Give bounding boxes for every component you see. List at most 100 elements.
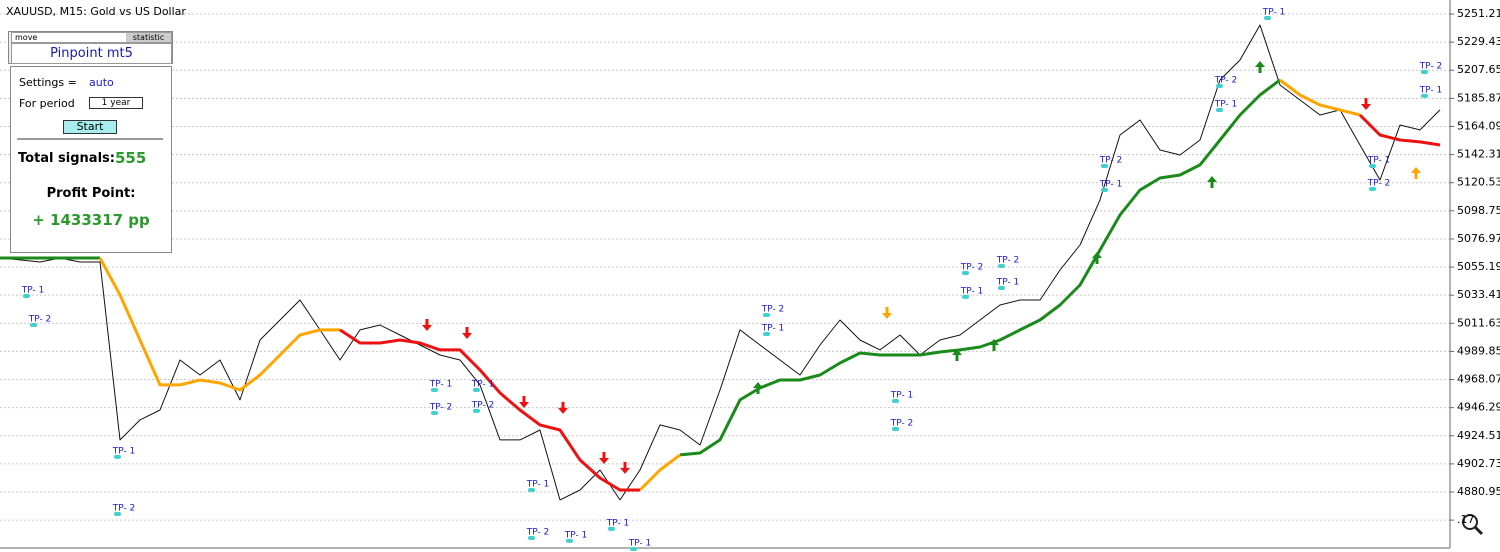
take-profit-marker bbox=[998, 263, 1005, 268]
statistic-button[interactable]: statistic bbox=[126, 33, 171, 42]
moving-average bbox=[98, 78, 1361, 492]
y-tick-label: 5055.19 bbox=[1457, 260, 1500, 273]
take-profit-label: TP- 1 bbox=[21, 286, 45, 296]
signal-arrow bbox=[1092, 252, 1102, 265]
take-profit-label: TP- 2 bbox=[429, 402, 453, 412]
take-profit-marker bbox=[1369, 187, 1376, 192]
take-profit-marker bbox=[998, 286, 1005, 291]
take-profit-marker bbox=[1421, 70, 1428, 75]
y-tick-label: 5142.31 bbox=[1457, 148, 1500, 161]
take-profit-marker bbox=[473, 388, 480, 393]
take-profit-label: TP- 1 bbox=[564, 530, 588, 540]
take-profit-label: TP- 1 bbox=[960, 286, 984, 296]
take-profit-marker bbox=[1216, 107, 1223, 112]
take-profit-label: TP- 2 bbox=[960, 263, 984, 273]
panel-name[interactable]: Pinpoint mt5 bbox=[11, 43, 172, 64]
take-profit-marker bbox=[566, 538, 573, 543]
take-profit-label: TP- 1 bbox=[628, 538, 652, 548]
take-profit-label: TP- 1 bbox=[112, 446, 136, 456]
signal-arrow bbox=[519, 395, 529, 408]
y-tick-label: 4924.51 bbox=[1457, 429, 1500, 442]
signals-label: Total signals: bbox=[18, 151, 115, 166]
y-tick-label: 4968.07 bbox=[1457, 373, 1500, 386]
take-profit-marker bbox=[528, 535, 535, 540]
take-profit-label: TP- 2 bbox=[996, 255, 1020, 265]
y-tick-label: 4946.29 bbox=[1457, 401, 1500, 414]
take-profit-label: TP- 2 bbox=[526, 527, 550, 537]
signal-arrow bbox=[1207, 175, 1217, 188]
zoom-handle bbox=[1473, 525, 1484, 536]
signal-arrow bbox=[753, 382, 763, 395]
take-profit-marker bbox=[114, 454, 121, 459]
y-tick-label: 5120.53 bbox=[1457, 176, 1500, 189]
take-profit-marker bbox=[1264, 15, 1271, 20]
signal-arrow bbox=[462, 327, 472, 340]
start-button[interactable]: Start bbox=[63, 120, 117, 134]
take-profit-label: TP- 2 bbox=[1419, 62, 1443, 72]
price-line bbox=[0, 24, 1441, 501]
take-profit-marker bbox=[892, 398, 899, 403]
settings-value[interactable]: auto bbox=[89, 76, 114, 89]
take-profit-label: TP- 2 bbox=[761, 305, 785, 315]
signal-arrow bbox=[1255, 60, 1265, 73]
signal-arrow bbox=[599, 451, 609, 464]
plot-area bbox=[0, 0, 1450, 548]
take-profit-label: TP- 1 bbox=[1262, 7, 1286, 17]
take-profit-label: TP- 2 bbox=[890, 419, 914, 429]
take-profit-label: TP- 2 bbox=[1099, 156, 1123, 166]
take-profit-marker bbox=[630, 546, 637, 551]
take-profit-label: TP- 1 bbox=[1099, 180, 1123, 190]
take-profit-marker bbox=[1101, 164, 1108, 169]
y-tick-label: 5164.09 bbox=[1457, 119, 1500, 132]
signal-arrow bbox=[422, 319, 432, 332]
zoom-lens bbox=[1462, 514, 1478, 530]
take-profit-label: TP- 1 bbox=[890, 390, 914, 400]
y-tick-label: 5098.75 bbox=[1457, 204, 1500, 217]
y-tick-label: .17 bbox=[1457, 513, 1475, 526]
take-profit-label: TP- 1 bbox=[1419, 85, 1443, 95]
take-profit-marker bbox=[528, 487, 535, 492]
take-profit-label: TP- 1 bbox=[1367, 156, 1391, 166]
signal-arrow bbox=[882, 307, 892, 320]
take-profit-marker bbox=[763, 313, 770, 318]
moving-average bbox=[339, 113, 1441, 492]
take-profit-marker bbox=[431, 388, 438, 393]
take-profit-marker bbox=[962, 294, 969, 299]
take-profit-marker bbox=[1101, 188, 1108, 193]
move-button[interactable]: move bbox=[15, 33, 38, 42]
chart-title: XAUUSD, M15: Gold vs US Dollar bbox=[6, 5, 186, 18]
signal-arrow bbox=[989, 339, 999, 352]
take-profit-label: TP- 2 bbox=[1367, 179, 1391, 189]
period-select[interactable]: 1 year bbox=[89, 97, 143, 109]
panel: Settings = auto For period 1 year Start … bbox=[10, 66, 172, 253]
take-profit-marker bbox=[1421, 93, 1428, 98]
take-profit-marker bbox=[431, 410, 438, 415]
take-profit-label: TP- 1 bbox=[1214, 99, 1238, 109]
signal-arrow bbox=[1361, 97, 1371, 110]
take-profit-marker bbox=[892, 427, 899, 432]
y-tick-label: 5207.65 bbox=[1457, 63, 1500, 76]
panel-header: move statistic Pinpoint mt5 bbox=[8, 31, 173, 64]
take-profit-marker bbox=[1369, 164, 1376, 169]
zoom-icon[interactable] bbox=[1462, 514, 1484, 536]
take-profit-marker bbox=[114, 511, 121, 516]
take-profit-label: TP- 1 bbox=[471, 380, 495, 390]
take-profit-label: TP- 2 bbox=[471, 400, 495, 410]
take-profit-marker bbox=[962, 271, 969, 276]
y-tick-label: 5011.63 bbox=[1457, 316, 1500, 329]
y-tick-label: 5251.21 bbox=[1457, 7, 1500, 20]
y-tick-label: 4902.73 bbox=[1457, 457, 1500, 470]
settings-label: Settings = bbox=[19, 76, 77, 89]
take-profit-marker bbox=[608, 526, 615, 531]
y-tick-label: 5229.43 bbox=[1457, 35, 1500, 48]
signal-arrow bbox=[558, 401, 568, 414]
take-profit-marker bbox=[30, 322, 37, 327]
take-profit-label: TP- 2 bbox=[1214, 75, 1238, 85]
signal-arrow bbox=[620, 461, 630, 474]
take-profit-label: TP- 1 bbox=[526, 479, 550, 489]
y-tick-label: 5033.41 bbox=[1457, 288, 1500, 301]
y-tick-label: 5076.97 bbox=[1457, 232, 1500, 245]
y-tick-label: 4880.95 bbox=[1457, 485, 1500, 498]
